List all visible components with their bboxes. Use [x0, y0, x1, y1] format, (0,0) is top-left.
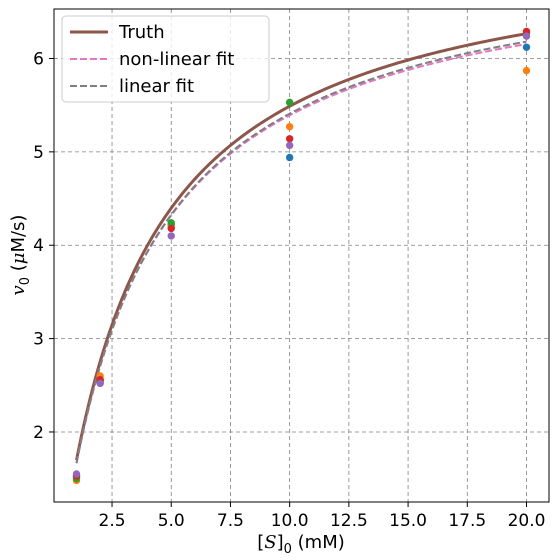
legend-box [61, 15, 270, 103]
x-tick-label: 12.5 [330, 511, 368, 531]
y-tick-label: 3 [33, 330, 44, 350]
x-axis-ticks: 2.5 5.0 7.5 10.0 12.5 15.0 17.5 20.0 [99, 502, 546, 531]
y-tick-label: 2 [33, 423, 44, 443]
data-point [522, 32, 531, 40]
data-point [285, 98, 294, 107]
legend-label-linear-fit: linear fit [119, 76, 194, 97]
x-tick-label: 2.5 [99, 511, 126, 531]
x-axis-label: [S]0 (mM) [257, 532, 345, 557]
legend-label-non-linear-fit: non-linear fit [119, 49, 234, 70]
y-axis-ticks: 2 3 4 5 6 [33, 49, 54, 443]
legend-label-truth: Truth [118, 22, 165, 43]
y-axis-label: v0 (μM/s) [8, 215, 33, 296]
x-tick-label: 10.0 [271, 511, 309, 531]
data-point [285, 135, 294, 143]
x-tick-label: 17.5 [448, 511, 486, 531]
x-tick-label: 20.0 [508, 511, 546, 531]
y-tick-label: 4 [33, 236, 44, 256]
fit-curves [75, 32, 527, 464]
x-tick-label: 15.0 [389, 511, 427, 531]
data-point [522, 66, 531, 75]
data-point [285, 122, 294, 131]
series-line-linear-fit [75, 40, 527, 464]
y-tick-label: 5 [33, 143, 44, 163]
data-point [72, 470, 81, 478]
data-point [167, 224, 175, 233]
data-point [285, 141, 294, 150]
series-line-truth [75, 32, 527, 461]
y-tick-label: 6 [33, 49, 44, 69]
x-tick-label: 7.5 [217, 511, 244, 531]
grid [54, 9, 549, 502]
data-point [522, 43, 531, 51]
x-tick-label: 5.0 [158, 511, 185, 531]
legend: Truth non-linear fit linear fit [61, 15, 270, 103]
data-points [72, 27, 531, 485]
plot-frame [53, 8, 550, 503]
data-point [167, 219, 175, 227]
data-point [167, 232, 175, 240]
data-point [96, 379, 104, 388]
data-point [285, 153, 294, 162]
